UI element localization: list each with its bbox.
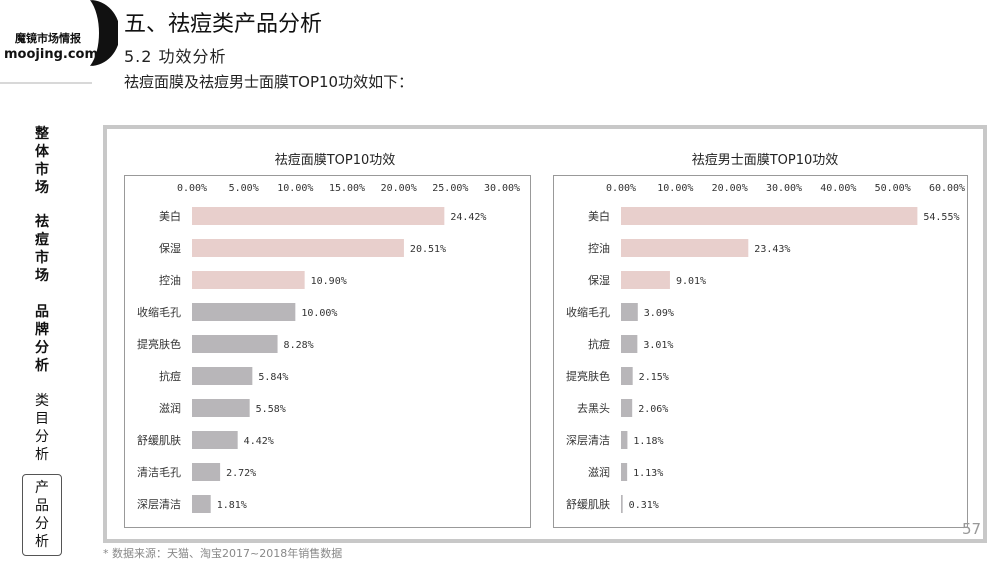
data-label: 10.90% xyxy=(311,276,347,287)
charts-frame: 祛痘面膜TOP10功效 祛痘男士面膜TOP10功效 0.00% 5.00% 10.0… xyxy=(103,125,987,543)
bar xyxy=(192,431,238,449)
category-label: 保湿 xyxy=(159,241,181,255)
category-label: 去黑头 xyxy=(577,402,610,415)
data-label: 5.58% xyxy=(256,404,286,415)
nav-item-acne-market[interactable]: 祛痘市场 xyxy=(35,214,49,284)
data-label: 3.09% xyxy=(644,308,674,319)
x-tick-label: 15.00% xyxy=(329,183,365,194)
category-label: 抗痘 xyxy=(588,337,610,351)
nav-item-category-analysis[interactable]: 类目分析 xyxy=(35,393,49,463)
x-tick-label: 30.00% xyxy=(484,183,520,194)
data-label: 1.18% xyxy=(633,436,663,447)
category-label: 控油 xyxy=(588,241,610,255)
bar xyxy=(621,239,749,257)
nav-item-brand-analysis[interactable]: 品牌分析 xyxy=(35,304,49,374)
bar xyxy=(621,495,623,513)
bar xyxy=(192,207,445,225)
data-label: 10.00% xyxy=(301,308,337,319)
x-tick-label: 25.00% xyxy=(432,183,468,194)
bar xyxy=(621,367,633,385)
bar xyxy=(621,431,628,449)
bar xyxy=(192,463,221,481)
data-label: 2.72% xyxy=(226,468,256,479)
category-label: 深层清洁 xyxy=(137,498,181,511)
category-label: 美白 xyxy=(159,209,181,223)
section-description: 祛痘面膜及祛痘男士面膜TOP10功效如下： xyxy=(124,73,414,91)
data-label: 2.06% xyxy=(638,404,668,415)
sidebar: 魔镜市场情报 moojing.com 整体市场 祛痘市场 品牌分析 类目分析 产… xyxy=(0,0,99,563)
bar xyxy=(192,335,278,353)
category-label: 控油 xyxy=(159,273,181,287)
data-label: 20.51% xyxy=(410,244,446,255)
x-tick-label: 20.00% xyxy=(712,183,748,194)
data-label: 3.01% xyxy=(643,340,673,351)
footnote: * 数据来源：天猫、淘宝2017~2018年销售数据 xyxy=(103,547,343,560)
logo-en: moojing.com xyxy=(4,47,99,62)
x-tick-label: 10.00% xyxy=(277,183,313,194)
x-tick-label: 40.00% xyxy=(820,183,856,194)
data-label: 24.42% xyxy=(450,212,486,223)
data-label: 2.15% xyxy=(639,372,669,383)
section-subtitle: 5.2 功效分析 xyxy=(124,47,227,66)
bar xyxy=(621,399,633,417)
category-label: 提亮肤色 xyxy=(137,337,181,351)
category-label: 滋润 xyxy=(159,401,181,415)
category-label: 提亮肤色 xyxy=(566,369,610,383)
bar xyxy=(621,463,628,481)
category-label: 收缩毛孔 xyxy=(566,305,610,319)
x-tick-label: 5.00% xyxy=(229,183,259,194)
data-label: 4.42% xyxy=(244,436,274,447)
decorative-half-circle xyxy=(90,0,118,66)
chart-title-right: 祛痘男士面膜TOP10功效 xyxy=(691,153,839,168)
category-label: 收缩毛孔 xyxy=(137,305,181,319)
bar xyxy=(192,399,250,417)
data-label: 8.28% xyxy=(284,340,314,351)
x-tick-label: 20.00% xyxy=(381,183,417,194)
logo-cn: 魔镜市场情报 xyxy=(15,32,81,45)
category-label: 清洁毛孔 xyxy=(137,466,181,479)
category-label: 美白 xyxy=(588,209,610,223)
chart-right-svg: 0.00% 10.00% 20.00% 30.00% 40.00% 50.00% 60.00… xyxy=(566,183,965,513)
data-label: 1.13% xyxy=(633,468,663,479)
bar xyxy=(621,303,638,321)
page-number: 57 xyxy=(962,520,982,538)
x-tick-label: 50.00% xyxy=(875,183,911,194)
category-label: 舒缓肌肤 xyxy=(566,497,610,511)
bar xyxy=(192,495,211,513)
category-label: 抗痘 xyxy=(159,369,181,383)
data-label: 9.01% xyxy=(676,276,706,287)
bar xyxy=(621,335,638,353)
category-label: 保湿 xyxy=(588,273,610,287)
chart-left: 0.00% 5.00% 10.00% 15.00% 20.00% 25.00% 30.00%… xyxy=(124,175,531,528)
chart-left-svg: 0.00% 5.00% 10.00% 15.00% 20.00% 25.00% 30.00%… xyxy=(137,183,520,513)
x-tick-label: 0.00% xyxy=(177,183,207,194)
x-tick-label: 0.00% xyxy=(606,183,636,194)
bar xyxy=(621,271,670,289)
chart-right: 0.00% 10.00% 20.00% 30.00% 40.00% 50.00% 60.00… xyxy=(553,175,968,528)
bar xyxy=(621,207,918,225)
bar xyxy=(192,239,404,257)
data-label: 54.55% xyxy=(923,212,959,223)
logo-divider xyxy=(0,82,92,84)
category-label: 深层清洁 xyxy=(566,434,610,447)
logo: 魔镜市场情报 moojing.com xyxy=(4,30,99,62)
page-title: 五、祛痘类产品分析 xyxy=(124,12,323,37)
x-tick-label: 30.00% xyxy=(766,183,802,194)
nav-item-overall-market[interactable]: 整体市场 xyxy=(35,126,49,196)
bar xyxy=(192,303,296,321)
category-label: 滋润 xyxy=(588,465,610,479)
data-label: 23.43% xyxy=(754,244,790,255)
data-label: 1.81% xyxy=(217,500,247,511)
chart-title-left: 祛痘面膜TOP10功效 xyxy=(274,153,396,168)
data-label: 0.31% xyxy=(629,500,659,511)
x-tick-label: 60.00% xyxy=(929,183,965,194)
bar xyxy=(192,271,305,289)
x-tick-label: 10.00% xyxy=(657,183,693,194)
bar xyxy=(192,367,253,385)
nav-item-product-analysis[interactable]: 产品分析 xyxy=(22,474,62,556)
data-label: 5.84% xyxy=(258,372,288,383)
category-label: 舒缓肌肤 xyxy=(137,433,181,447)
